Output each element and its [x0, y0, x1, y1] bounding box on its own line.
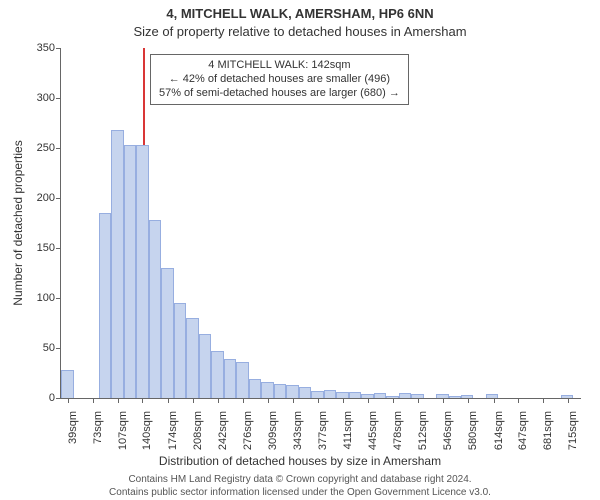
x-tick-label: 140sqm	[139, 411, 153, 450]
x-tick-mark	[518, 398, 519, 403]
histogram-bar	[311, 391, 323, 398]
y-tick-label: 0	[49, 392, 61, 404]
histogram-bar	[486, 394, 498, 398]
x-tick-mark	[443, 398, 444, 403]
histogram-bar	[174, 303, 186, 398]
x-tick-mark	[118, 398, 119, 403]
x-tick-label: 681sqm	[540, 411, 554, 450]
footer-line2: Contains public sector information licen…	[0, 487, 600, 500]
histogram-bar	[111, 130, 123, 398]
x-tick-mark	[93, 398, 94, 403]
y-tick-label: 350	[37, 42, 61, 54]
annotation-line3: 57% of semi-detached houses are larger (…	[159, 87, 400, 101]
y-tick-label: 300	[37, 92, 61, 104]
x-tick-mark	[543, 398, 544, 403]
x-tick-label: 715sqm	[565, 411, 579, 450]
x-tick-mark	[268, 398, 269, 403]
x-tick-label: 208sqm	[190, 411, 204, 450]
x-tick-mark	[418, 398, 419, 403]
y-tick-label: 200	[37, 192, 61, 204]
x-tick-mark	[318, 398, 319, 403]
histogram-bar	[561, 395, 573, 398]
chart-footer: Contains HM Land Registry data © Crown c…	[0, 474, 600, 499]
histogram-bar	[224, 359, 236, 398]
x-tick-label: 39sqm	[65, 411, 79, 444]
y-tick-label: 50	[43, 342, 61, 354]
histogram-bar	[186, 318, 198, 398]
histogram-bar	[124, 145, 136, 398]
x-tick-label: 309sqm	[265, 411, 279, 450]
chart-title: 4, MITCHELL WALK, AMERSHAM, HP6 6NN	[0, 6, 600, 21]
annotation-line1: 4 MITCHELL WALK: 142sqm	[159, 59, 400, 73]
x-tick-mark	[494, 398, 495, 403]
x-tick-mark	[243, 398, 244, 403]
x-tick-label: 614sqm	[491, 411, 505, 450]
chart-subtitle: Size of property relative to detached ho…	[0, 24, 600, 39]
annotation-box: 4 MITCHELL WALK: 142sqm ← 42% of detache…	[150, 54, 409, 105]
histogram-bar	[461, 395, 473, 398]
x-tick-mark	[193, 398, 194, 403]
histogram-bar	[286, 385, 298, 398]
y-tick-label: 150	[37, 242, 61, 254]
histogram-bar	[274, 384, 286, 398]
x-tick-mark	[142, 398, 143, 403]
histogram-bar	[136, 145, 148, 398]
x-tick-mark	[68, 398, 69, 403]
histogram-bar	[249, 379, 261, 398]
y-tick-label: 100	[37, 292, 61, 304]
annotation-line2: ← 42% of detached houses are smaller (49…	[159, 73, 400, 87]
chart-container: 4, MITCHELL WALK, AMERSHAM, HP6 6NN Size…	[0, 0, 600, 500]
histogram-bar	[299, 387, 311, 398]
histogram-bar	[199, 334, 211, 398]
histogram-bar	[399, 393, 411, 398]
histogram-bar	[161, 268, 173, 398]
y-tick-label: 250	[37, 142, 61, 154]
x-tick-label: 174sqm	[165, 411, 179, 450]
histogram-bar	[374, 393, 386, 398]
histogram-bar	[236, 362, 248, 398]
histogram-bar	[99, 213, 111, 398]
y-axis-label: Number of detached properties	[11, 140, 25, 305]
x-tick-mark	[218, 398, 219, 403]
x-axis-label: Distribution of detached houses by size …	[0, 454, 600, 468]
x-tick-label: 445sqm	[365, 411, 379, 450]
x-tick-label: 478sqm	[390, 411, 404, 450]
plot-area: 4 MITCHELL WALK: 142sqm ← 42% of detache…	[60, 48, 581, 399]
histogram-bar	[211, 351, 223, 398]
histogram-bar	[149, 220, 161, 398]
x-tick-label: 377sqm	[315, 411, 329, 450]
x-tick-label: 580sqm	[465, 411, 479, 450]
x-tick-mark	[393, 398, 394, 403]
histogram-bar	[449, 396, 461, 398]
x-tick-label: 647sqm	[515, 411, 529, 450]
x-tick-mark	[468, 398, 469, 403]
x-tick-label: 73sqm	[90, 411, 104, 444]
histogram-bar	[361, 394, 373, 398]
x-tick-label: 107sqm	[115, 411, 129, 450]
x-tick-mark	[168, 398, 169, 403]
histogram-bar	[349, 392, 361, 398]
x-tick-mark	[368, 398, 369, 403]
x-tick-label: 546sqm	[440, 411, 454, 450]
x-tick-label: 411sqm	[340, 411, 354, 449]
footer-line1: Contains HM Land Registry data © Crown c…	[0, 474, 600, 487]
histogram-bar	[324, 390, 336, 398]
x-tick-label: 343sqm	[290, 411, 304, 450]
x-tick-label: 242sqm	[215, 411, 229, 450]
x-tick-mark	[568, 398, 569, 403]
x-tick-label: 276sqm	[240, 411, 254, 450]
x-tick-mark	[343, 398, 344, 403]
x-tick-label: 512sqm	[415, 411, 429, 450]
x-tick-mark	[293, 398, 294, 403]
histogram-bar	[261, 382, 273, 398]
histogram-bar	[61, 370, 73, 398]
